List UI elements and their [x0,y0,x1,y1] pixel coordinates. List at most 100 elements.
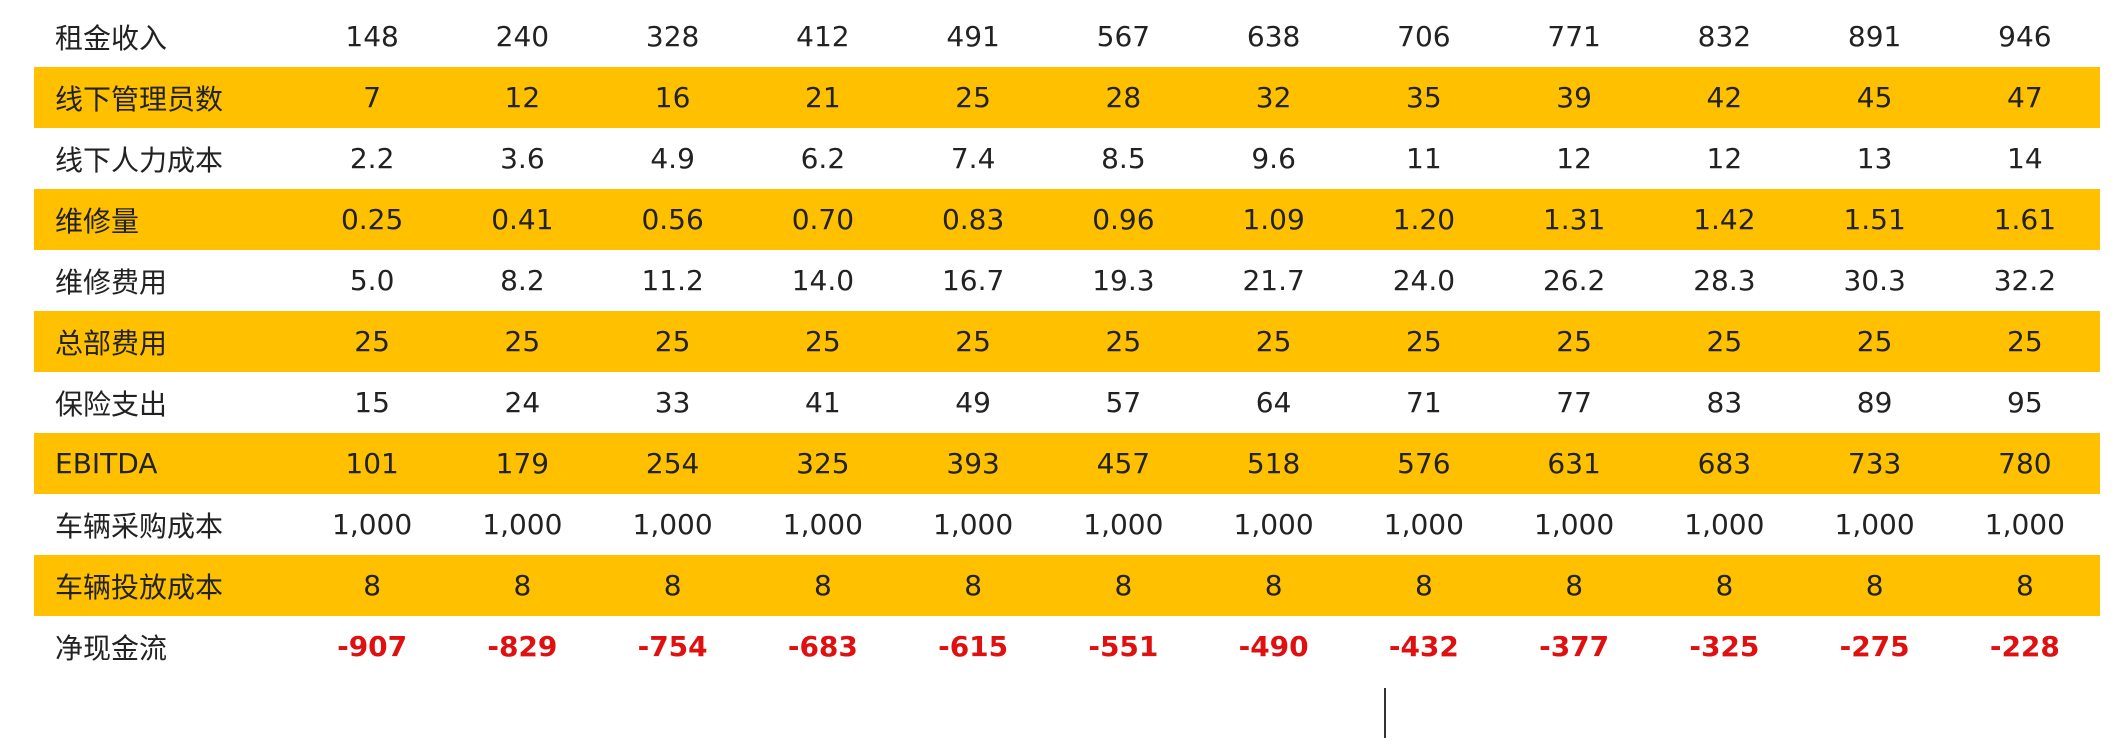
table-cell: 8 [1865,569,1884,602]
table-cell: 25 [354,325,390,358]
table-cell: 24 [504,386,541,419]
row-label: 保险支出 [55,387,168,421]
table-cell: 8 [513,569,532,602]
table-cell: 1,000 [332,508,413,541]
table-cell: 41 [805,386,841,419]
table-row: 线下人力成本 2.2 3.6 4.9 6.2 7.4 8.5 9.6 11 12 12 13 14 [34,128,2100,189]
table-cell: 1,000 [1984,508,2065,541]
table-cell: 101 [345,447,399,480]
table-cell: 8.2 [500,264,545,297]
table-cell: 771 [1547,20,1601,53]
table-cell: 1,000 [1684,508,1765,541]
table-cell: 8 [1565,569,1584,602]
row-label: 净现金流 [55,631,168,665]
note-bar [1384,688,1386,738]
table-cell: 1.20 [1392,203,1456,236]
table-cell: 1.51 [1843,203,1906,236]
table-cell: 8 [363,569,382,602]
table-cell: 1.09 [1242,203,1305,236]
table-cell: 8 [1414,569,1433,602]
table-cell: -754 [637,630,708,663]
table-cell: 25 [805,325,841,358]
table-cell: 3.6 [500,142,545,175]
table-cell: 328 [645,20,700,53]
table-cell: 25 [654,325,691,358]
row-label: 车辆投放成本 [55,570,224,604]
table-cell: 42 [1706,81,1743,114]
table-cell: 33 [654,386,691,419]
table-cell: 638 [1246,20,1301,53]
table-cell: 25 [1706,325,1743,358]
table-cell: 28 [1105,81,1142,114]
table-cell: 25 [1105,325,1142,358]
table-cell: 1,000 [632,508,713,541]
table-cell: 0.96 [1092,203,1155,236]
table-cell: 12 [1706,142,1743,175]
table-row: 线下管理员数 7 12 16 21 25 28 32 35 39 42 45 47 [34,67,2100,128]
table-cell: 19.3 [1092,264,1155,297]
table-cell: 15 [354,386,390,419]
table-cell: 491 [946,20,1000,53]
row-label: 租金收入 [55,21,168,55]
table-cell: 25 [955,325,991,358]
table-cell: 8 [2015,569,2034,602]
table-cell: 0.25 [340,203,404,236]
table-cell: 28.3 [1693,264,1756,297]
row-label: 线下人力成本 [55,143,224,177]
table-cell: 11.2 [641,264,704,297]
table-cell: -377 [1539,630,1610,663]
row-label: EBITDA [55,447,158,480]
table-row: 保险支出 15 24 33 41 49 57 64 71 77 83 89 95 [34,372,2100,433]
table-cell: 4.9 [650,142,695,175]
table-cell: 77 [1556,386,1592,419]
table-cell: 12 [1556,142,1592,175]
table-cell: 39 [1556,81,1592,114]
table-cell: 24.0 [1392,264,1456,297]
table-cell: 71 [1406,386,1442,419]
table-cell: 1,000 [482,508,563,541]
table-cell: 45 [1856,81,1893,114]
table-cell: 11 [1406,142,1442,175]
table-cell: 148 [345,20,399,53]
row-label: 线下管理员数 [55,82,224,116]
table-row: 维修量 0.25 0.41 0.56 0.70 0.83 0.96 1.09 1.20 1.31 1… [34,189,2100,250]
table-cell: 325 [796,447,850,480]
table-cell: 8 [813,569,832,602]
table-cell: 1,000 [1233,508,1314,541]
table-cell: 25 [1856,325,1893,358]
table-cell: 14 [2007,142,2043,175]
table-cell: 0.41 [491,203,554,236]
table-cell: 89 [1856,386,1893,419]
table-cell: 240 [495,20,550,53]
table-row: 车辆采购成本 1,000 1,000 1,000 1,000 1,000 1,000 1,00… [34,494,2100,555]
table-cell: 16.7 [941,264,1005,297]
table-cell: -683 [787,630,858,663]
table-cell: 518 [1246,447,1301,480]
table-cell: 576 [1397,447,1451,480]
row-label: 维修费用 [55,265,168,299]
table-cell: 57 [1105,386,1142,419]
table-cell: 21 [805,81,841,114]
table-cell: 1.42 [1693,203,1756,236]
table-cell: 64 [1255,386,1292,419]
table-cell: 25 [2007,325,2043,358]
table-row: EBITDA 101 179 254 325 393 457 518 576 631 683 733 7… [34,433,2100,494]
table-cell: 21.7 [1242,264,1305,297]
table-cell: -829 [487,630,558,663]
data-table: 租金收入 148 240 328 412 491 567 638 706 771 832 891 946… [34,6,2100,677]
table-cell: 12 [504,81,541,114]
table-cell: 8 [663,569,682,602]
table-cell: 25 [1406,325,1442,358]
table-cell: -275 [1839,630,1910,663]
table-cell: 8.5 [1101,142,1146,175]
table-cell: 393 [946,447,1000,480]
table-cell: 0.83 [941,203,1005,236]
table-cell: 1,000 [1383,508,1464,541]
table-cell: 1,000 [933,508,1014,541]
table-cell: 25 [1556,325,1592,358]
table-cell: -615 [938,630,1009,663]
table-row: 租金收入 148 240 328 412 491 567 638 706 771 832 891 946 [34,6,2100,67]
row-label: 总部费用 [55,326,168,360]
table-cell: 0.70 [791,203,855,236]
table-cell: 733 [1847,447,1902,480]
